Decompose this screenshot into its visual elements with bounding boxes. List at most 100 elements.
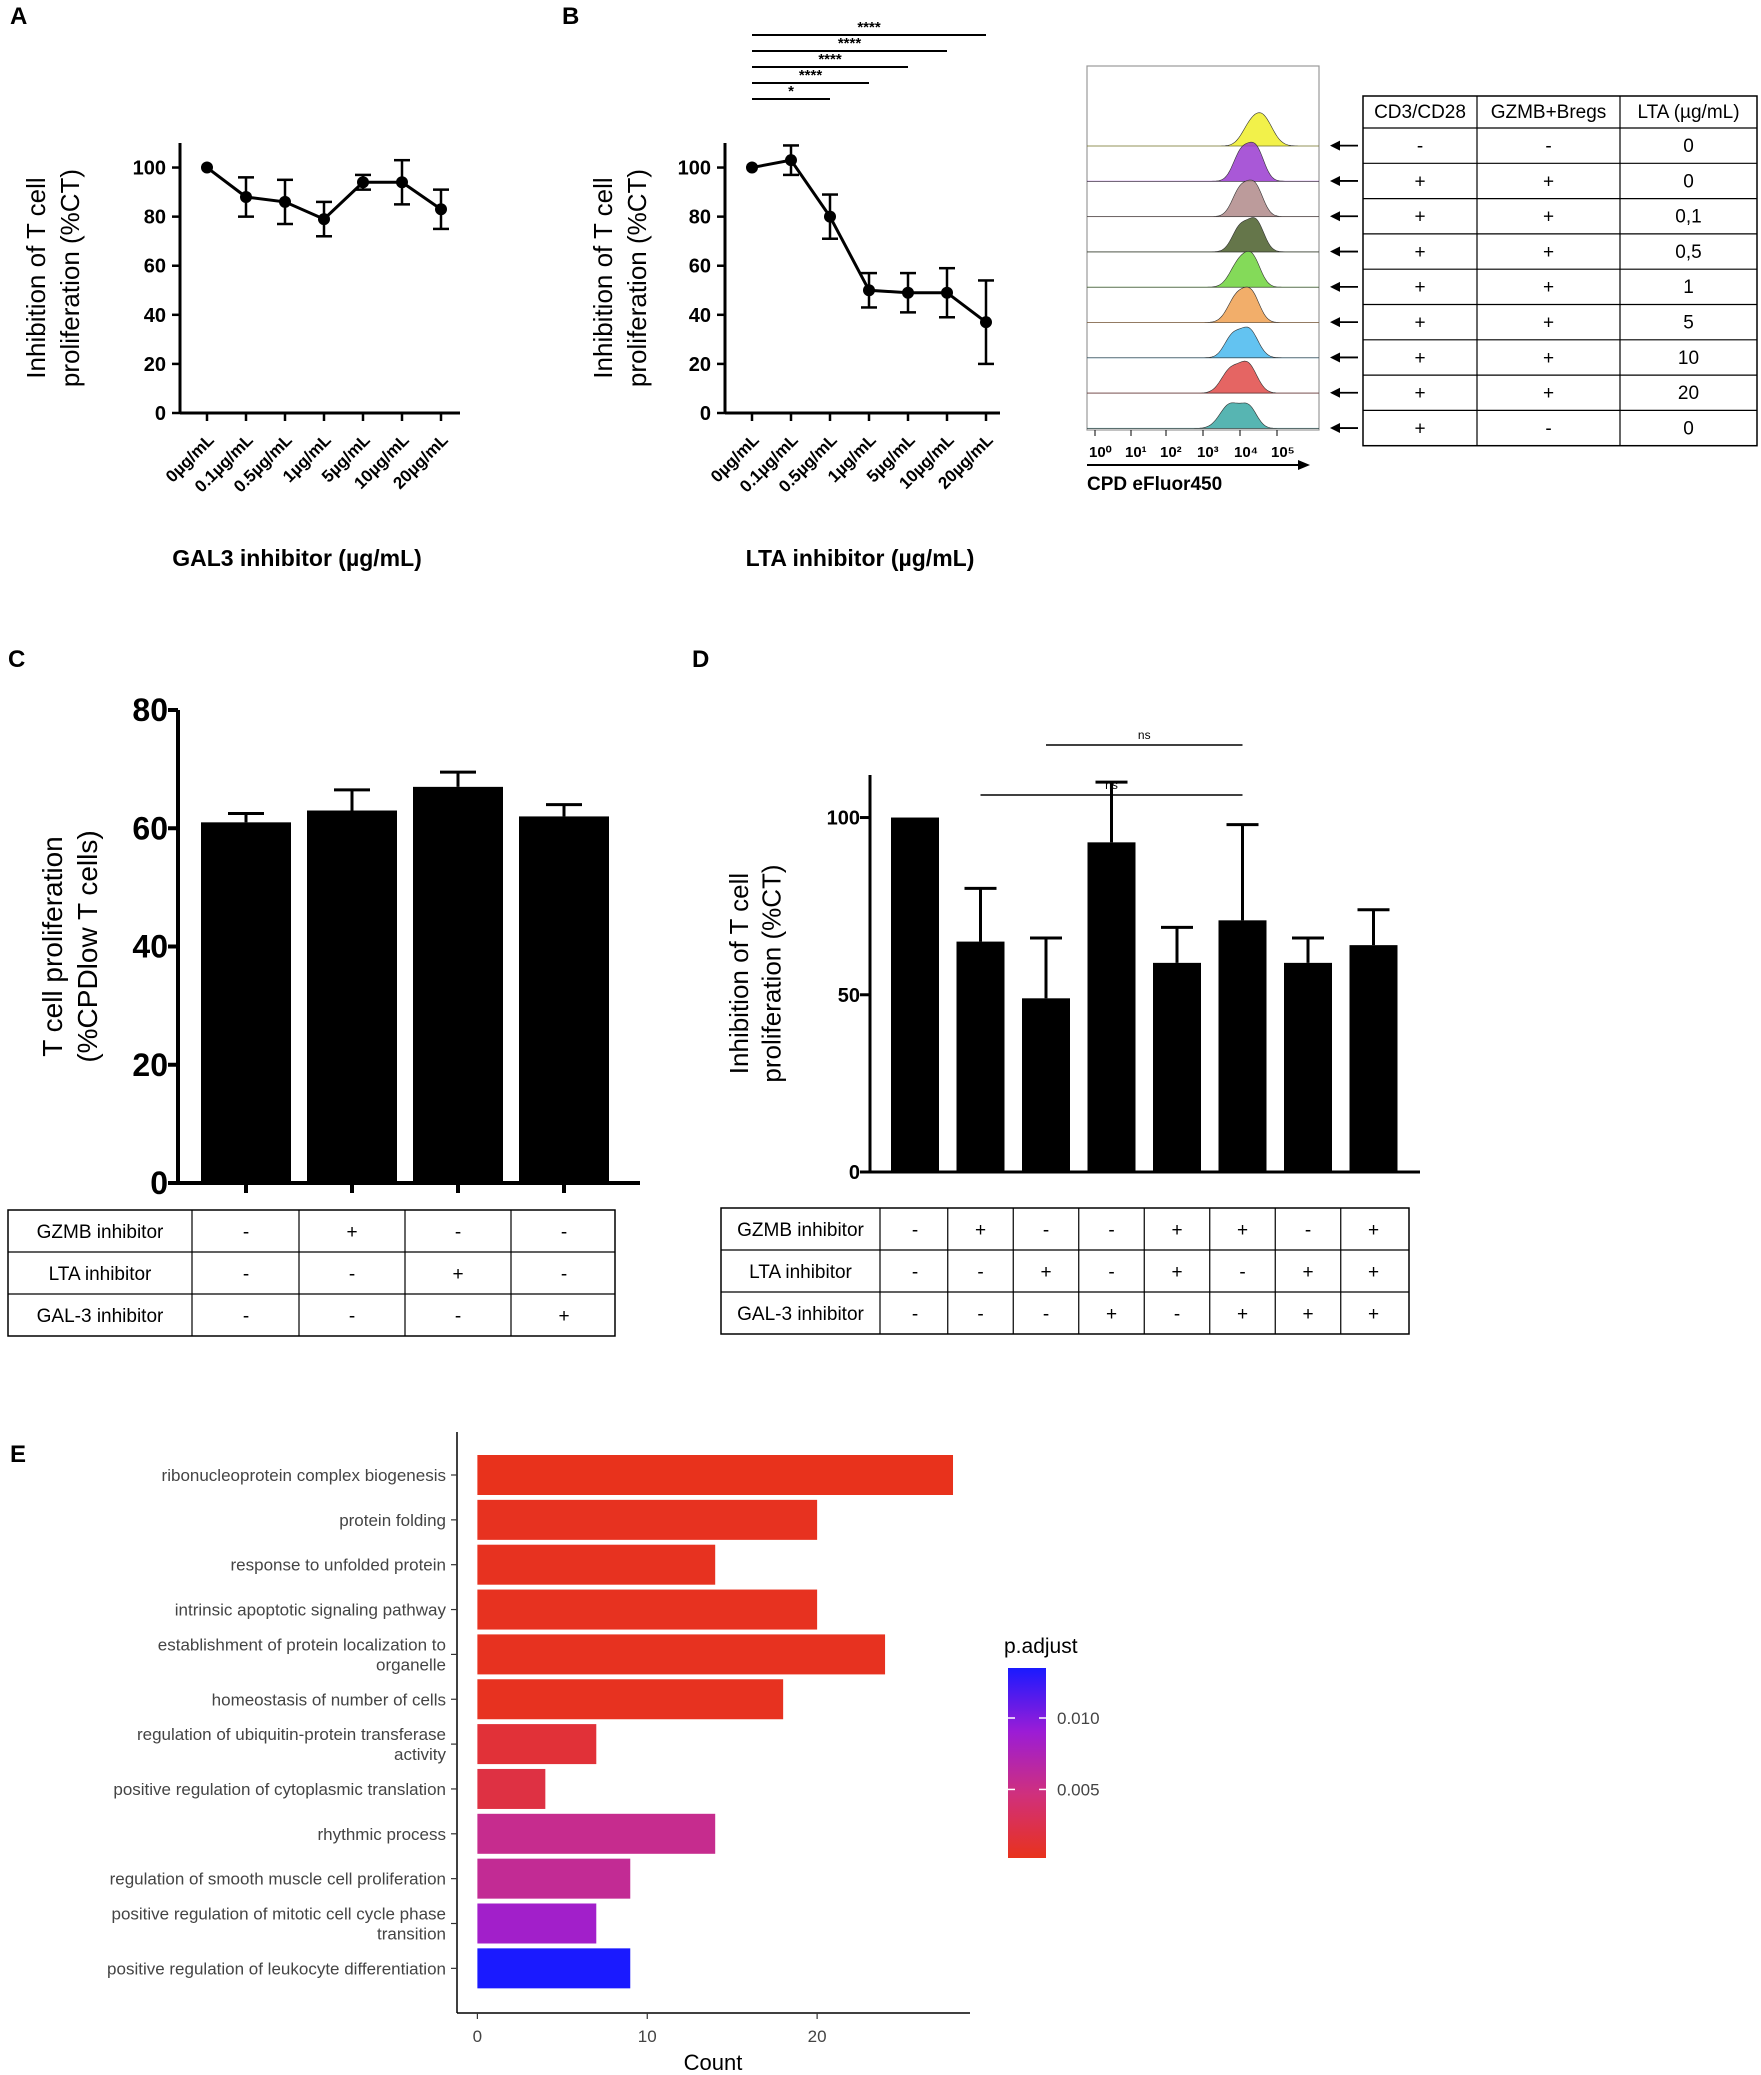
bar [519, 816, 609, 1183]
significance-label: ns [1138, 728, 1151, 742]
condition-label: GAL-3 inhibitor [37, 1306, 164, 1327]
data-point [941, 286, 953, 299]
y-tick-label: 0 [150, 1165, 168, 1201]
row-arrowhead [1330, 140, 1340, 151]
condition-value: - [1043, 1220, 1049, 1241]
table-cell: + [1414, 348, 1425, 369]
condition-value: - [561, 1222, 567, 1243]
enrichment-bar [477, 1858, 631, 1899]
bar [1087, 842, 1136, 1172]
significance-label: **** [838, 35, 862, 52]
data-point [902, 286, 914, 299]
panel-label-e: E [10, 1441, 26, 1468]
bar [1218, 920, 1267, 1172]
data-point [746, 161, 758, 174]
histogram-peak [1087, 141, 1319, 182]
y-tick-label: 40 [689, 305, 711, 327]
bar [201, 822, 291, 1183]
y-tick-label: 40 [132, 929, 168, 965]
table-header: CD3/CD28 [1374, 102, 1466, 123]
table-header: GZMB+Bregs [1491, 102, 1607, 123]
legend-tick-label: 0.010 [1057, 1709, 1100, 1728]
table-cell: + [1543, 313, 1554, 334]
bar [1284, 962, 1332, 1172]
table-cell: + [1543, 348, 1554, 369]
y-axis-label: proliferation (%CT) [757, 864, 787, 1082]
condition-value: - [912, 1304, 918, 1325]
y-axis-label: T cell proliferation [37, 836, 68, 1056]
data-point [980, 316, 992, 329]
table-cell: 0,1 [1675, 207, 1701, 228]
condition-value: - [1043, 1304, 1049, 1325]
condition-label: GAL-3 inhibitor [737, 1304, 864, 1325]
condition-table-border [7, 1209, 616, 1337]
histogram-peak [1087, 112, 1319, 147]
y-axis-label: proliferation (%CT) [622, 169, 652, 387]
y-tick-label: 40 [144, 305, 166, 327]
data-point [435, 203, 447, 216]
table-cell: 10 [1678, 348, 1699, 369]
y-tick-label: 60 [144, 256, 166, 278]
enrichment-bar [477, 1903, 597, 1944]
histogram-tick-label: 10⁴ [1234, 444, 1258, 461]
condition-value: + [1368, 1304, 1379, 1325]
category-label: establishment of protein localization to [158, 1635, 446, 1654]
condition-value: + [1171, 1220, 1182, 1241]
table-cell: + [1543, 171, 1554, 192]
significance-label: **** [818, 51, 842, 68]
table-cell: + [1414, 418, 1425, 439]
y-tick-label: 80 [689, 207, 711, 229]
histogram-peak [1087, 217, 1319, 253]
table-cell: + [1414, 383, 1425, 404]
category-label: intrinsic apoptotic signaling pathway [175, 1601, 447, 1620]
bar [891, 817, 939, 1172]
y-tick-label: 20 [689, 354, 711, 376]
y-tick-label: 0 [700, 403, 711, 425]
bar [1022, 998, 1070, 1172]
category-label: positive regulation of cytoplasmic trans… [113, 1780, 446, 1799]
enrichment-bar [477, 1679, 784, 1720]
histogram-peak [1087, 286, 1319, 323]
histogram-tick-label: 10² [1160, 444, 1182, 461]
condition-label: GZMB inhibitor [37, 1222, 164, 1243]
bar [1153, 962, 1201, 1172]
condition-value: + [1106, 1304, 1117, 1325]
y-axis-label: Inhibition of T cell [724, 873, 754, 1074]
bar [413, 786, 503, 1183]
y-tick-label: 100 [678, 158, 711, 180]
condition-value: + [1237, 1220, 1248, 1241]
histogram-peak [1087, 251, 1319, 288]
data-point [240, 191, 252, 203]
condition-value: + [1368, 1262, 1379, 1283]
condition-value: - [455, 1306, 461, 1327]
y-tick-label: 60 [132, 810, 168, 846]
table-cell: 0 [1683, 171, 1694, 192]
histogram-tick-label: 10¹ [1125, 444, 1147, 461]
condition-value: - [349, 1306, 355, 1327]
data-point [863, 284, 875, 297]
condition-value: - [977, 1304, 983, 1325]
condition-value: + [1302, 1262, 1313, 1283]
y-tick-label: 100 [827, 808, 860, 830]
table-cell: + [1543, 277, 1554, 298]
enrichment-bar [477, 1455, 954, 1495]
table-cell: + [1543, 383, 1554, 404]
table-cell: 0 [1683, 136, 1694, 157]
condition-value: - [1108, 1262, 1114, 1283]
histogram-frame [1086, 65, 1320, 431]
condition-value: + [346, 1222, 357, 1243]
y-tick-label: 20 [144, 354, 166, 376]
histogram-x-label: CPD eFluor450 [1087, 474, 1222, 495]
enrichment-bar [477, 1589, 818, 1630]
category-label: ribonucleoprotein complex biogenesis [162, 1466, 446, 1485]
category-label: transition [377, 1925, 446, 1944]
y-axis-label: Inhibition of T cell [588, 177, 618, 378]
table-cell: 0 [1683, 418, 1694, 439]
table-cell: + [1543, 242, 1554, 263]
table-cell: 20 [1678, 383, 1699, 404]
table-cell: + [1414, 171, 1425, 192]
histogram-tick-label: 10⁰ [1089, 444, 1112, 461]
condition-value: - [243, 1306, 249, 1327]
y-tick-label: 20 [132, 1047, 168, 1083]
